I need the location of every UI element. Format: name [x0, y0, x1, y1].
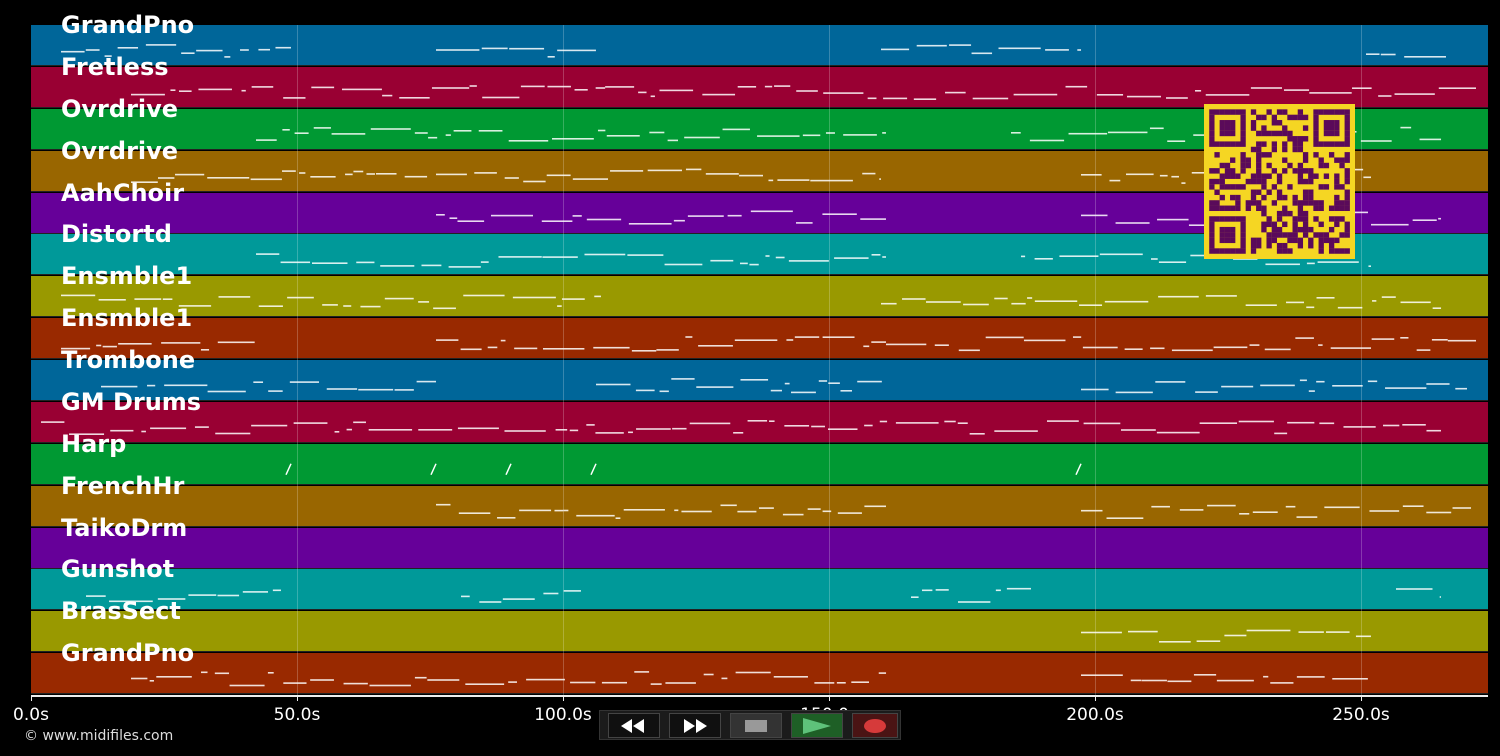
transport-controls: [599, 710, 901, 740]
track-label: BrasSect: [61, 597, 181, 626]
axis-tick-label: 250.0s: [1332, 705, 1390, 725]
time-axis: [31, 695, 1488, 697]
rewind-icon: [621, 718, 644, 733]
axis-tick: [31, 695, 32, 701]
track-lane[interactable]: Gunshot: [31, 555, 1488, 611]
axis-tick: [1095, 695, 1096, 701]
track-label: GM Drums: [61, 387, 202, 416]
track-label: Trombone: [61, 346, 196, 374]
gridline-150s: [829, 25, 830, 695]
gridline-50s: [297, 25, 298, 695]
track-label: TaikoDrm: [61, 513, 188, 542]
copyright-text: © www.midifiles.com: [24, 728, 174, 744]
track-lane[interactable]: GrandPno: [31, 11, 1488, 66]
track-lane[interactable]: GrandPno: [31, 639, 1488, 695]
stop-icon: [745, 719, 767, 732]
axis-tick-label: 100.0s: [534, 705, 592, 725]
track-lane[interactable]: Harp: [31, 430, 1488, 485]
track-label: GrandPno: [61, 11, 195, 39]
play-icon: [803, 717, 831, 734]
axis-tick: [563, 695, 564, 701]
track-lane[interactable]: Fretless: [31, 53, 1488, 108]
axis-tick-label: 0.0s: [13, 705, 49, 725]
axis-tick: [1361, 695, 1362, 701]
track-label: Gunshot: [61, 555, 175, 584]
gridline-200s: [1095, 25, 1096, 695]
track-label: Ensmble1: [61, 304, 193, 333]
track-label: Harp: [61, 429, 127, 458]
track-label: Distortd: [61, 220, 172, 249]
track-label: Ovrdrive: [61, 94, 179, 123]
stop-button[interactable]: [730, 713, 782, 738]
track-label: Ovrdrive: [61, 136, 179, 165]
track-lane[interactable]: BrasSect: [31, 597, 1488, 653]
record-button[interactable]: [852, 713, 898, 738]
track-lane[interactable]: GM Drums: [31, 388, 1488, 443]
axis-tick-label: 200.0s: [1066, 705, 1124, 725]
axis-tick-label: 50.0s: [273, 705, 321, 725]
gridline-250s: [1361, 25, 1362, 695]
track-label: Ensmble1: [61, 262, 193, 291]
record-icon: [864, 718, 886, 733]
rewind-button[interactable]: [608, 713, 660, 738]
fast-forward-icon: [684, 718, 707, 733]
track-lane[interactable]: FrenchHr: [31, 472, 1488, 527]
track-label: GrandPno: [61, 639, 195, 668]
track-label: AahChoir: [61, 178, 185, 207]
axis-tick: [829, 695, 830, 701]
track-lane[interactable]: TaikoDrm: [31, 514, 1488, 569]
axis-tick: [297, 695, 298, 701]
play-button[interactable]: [791, 713, 843, 738]
track-lane[interactable]: Ensmble1: [31, 304, 1488, 360]
track-lane[interactable]: Ensmble1: [31, 262, 1488, 318]
track-label: FrenchHr: [61, 471, 185, 500]
track-label: Fretless: [61, 52, 169, 81]
gridline-100s: [563, 25, 564, 695]
track-lane[interactable]: Trombone: [31, 346, 1488, 401]
fast-forward-button[interactable]: [669, 713, 721, 738]
qr-code-icon: [1204, 104, 1355, 259]
